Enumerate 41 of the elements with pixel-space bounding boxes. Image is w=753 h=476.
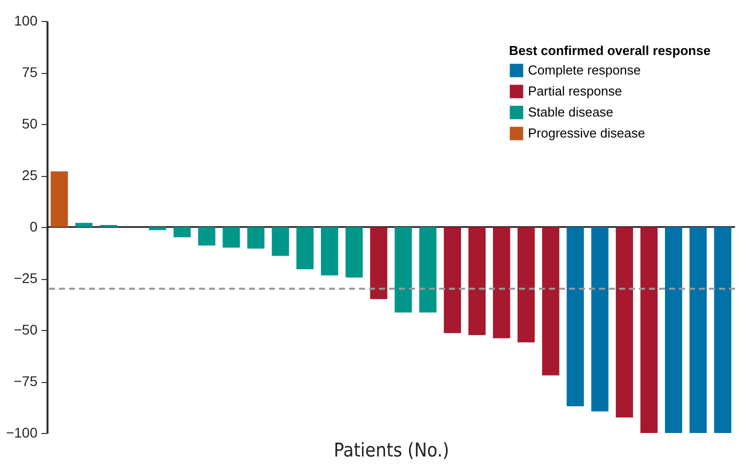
y-tick-label: −75 bbox=[14, 373, 38, 389]
bar bbox=[174, 227, 191, 238]
bar bbox=[492, 227, 510, 338]
y-tick-label: 0 bbox=[30, 218, 38, 234]
bar bbox=[714, 227, 732, 433]
bar bbox=[75, 222, 92, 227]
bar bbox=[566, 227, 584, 406]
bar bbox=[690, 227, 707, 433]
bar bbox=[468, 227, 486, 336]
bar bbox=[50, 171, 68, 227]
bar bbox=[247, 227, 264, 249]
legend-label: Stable disease bbox=[528, 104, 614, 120]
legend-title: Best confirmed overall response bbox=[509, 43, 711, 58]
bar bbox=[616, 227, 634, 418]
bar bbox=[222, 227, 240, 248]
bar bbox=[370, 227, 388, 300]
y-tick-label: −50 bbox=[14, 322, 38, 338]
bar bbox=[640, 227, 658, 433]
bar bbox=[296, 227, 314, 270]
x-axis-title: Patients (No.) bbox=[334, 440, 450, 462]
bar bbox=[394, 227, 412, 312]
bar bbox=[320, 227, 338, 276]
bar bbox=[542, 227, 560, 376]
bar bbox=[198, 227, 216, 246]
y-tick-label: 75 bbox=[22, 64, 38, 80]
legend-label: Progressive disease bbox=[528, 126, 646, 140]
y-tick-label: 50 bbox=[22, 116, 38, 132]
legend-label: Partial response bbox=[528, 84, 622, 98]
y-tick-label: −25 bbox=[14, 270, 38, 286]
bar bbox=[272, 227, 290, 256]
y-tick-label: 25 bbox=[22, 167, 38, 183]
legend-label: Complete response bbox=[528, 62, 641, 78]
bar bbox=[148, 227, 166, 230]
bar bbox=[419, 227, 436, 312]
bar bbox=[591, 227, 608, 412]
bar bbox=[444, 227, 462, 334]
y-tick-label: 100 bbox=[14, 12, 38, 28]
bar bbox=[518, 227, 535, 342]
bar bbox=[664, 227, 682, 433]
y-tick-label: −100 bbox=[6, 424, 38, 440]
bar bbox=[346, 227, 363, 278]
